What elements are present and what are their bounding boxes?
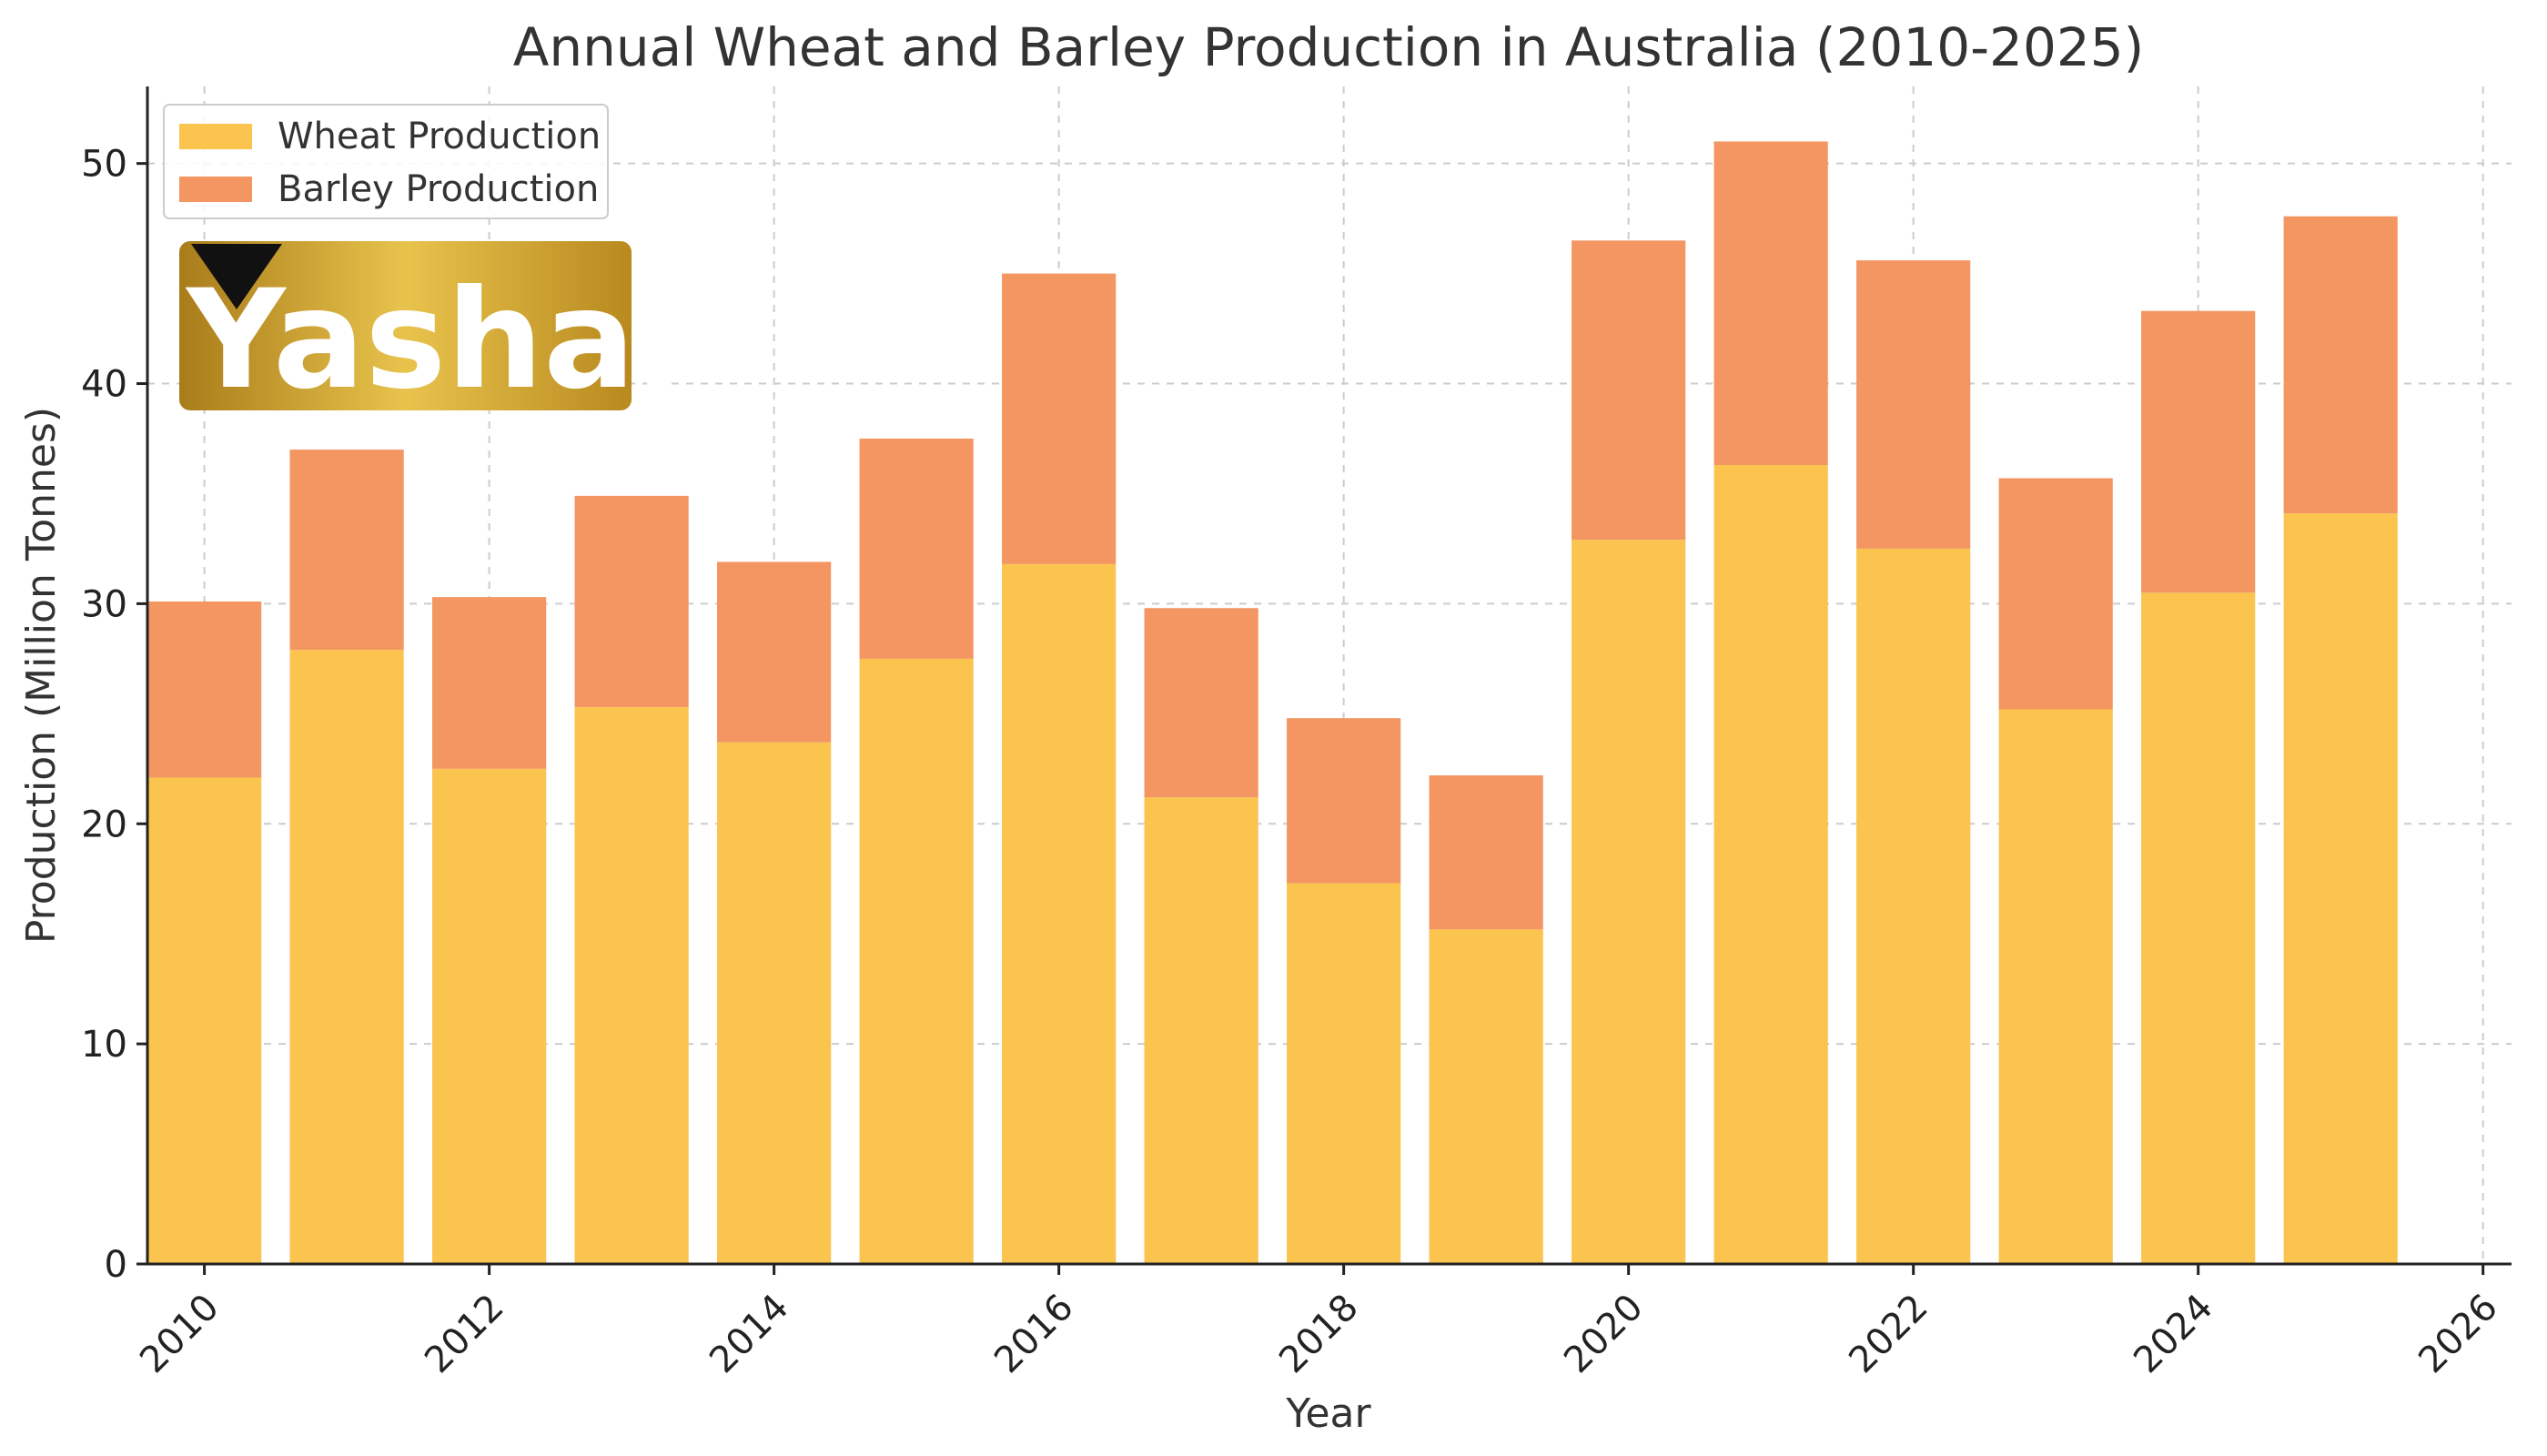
bars — [147, 141, 2398, 1264]
x-tick-label: 2024 — [2126, 1287, 2221, 1382]
bar-barley-2021 — [1713, 141, 1828, 466]
legend-swatch-wheat — [179, 124, 252, 149]
bar-wheat-2022 — [1856, 548, 1971, 1264]
bar-wheat-2011 — [289, 650, 404, 1264]
x-tick-label: 2012 — [417, 1287, 512, 1382]
y-tick-label: 50 — [81, 144, 127, 186]
legend-label-wheat: Wheat Production — [278, 116, 601, 157]
watermark-logo: Yashar — [179, 241, 702, 420]
bar-wheat-2018 — [1287, 883, 1401, 1264]
legend-box — [163, 104, 609, 219]
bar-barley-2011 — [289, 450, 404, 651]
bar-barley-2019 — [1429, 775, 1543, 930]
bar-barley-2016 — [1002, 273, 1117, 564]
y-ticks: 0 10 20 30 40 50 — [81, 144, 147, 1286]
chart-title: Annual Wheat and Barley Production in Au… — [513, 16, 2145, 78]
bar-barley-2013 — [574, 495, 689, 708]
x-tick-label: 2016 — [986, 1287, 1082, 1382]
bar-wheat-2025 — [2283, 513, 2398, 1264]
bar-wheat-2012 — [432, 768, 547, 1264]
bar-wheat-2017 — [1144, 797, 1258, 1264]
bar-barley-2022 — [1856, 260, 1971, 549]
bar-barley-2017 — [1144, 608, 1258, 798]
bar-wheat-2019 — [1429, 929, 1543, 1264]
x-tick-label: 2014 — [702, 1287, 797, 1382]
bar-wheat-2010 — [147, 777, 262, 1264]
bar-wheat-2020 — [1572, 540, 1686, 1264]
bar-barley-2024 — [2141, 310, 2256, 593]
bar-wheat-2023 — [1998, 709, 2113, 1264]
bar-wheat-2024 — [2141, 592, 2256, 1264]
bar-wheat-2016 — [1002, 563, 1117, 1264]
legend-swatch-barley — [179, 177, 252, 202]
axes — [146, 86, 2512, 1266]
bar-wheat-2013 — [574, 707, 689, 1264]
bar-barley-2023 — [1998, 478, 2113, 710]
logo-plate — [179, 241, 632, 410]
legend: Wheat Production Barley Production — [163, 104, 609, 219]
bar-wheat-2014 — [717, 742, 832, 1264]
logo-text: Yashar — [185, 261, 702, 420]
x-tick-label: 2026 — [2411, 1287, 2506, 1382]
bar-wheat-2021 — [1713, 465, 1828, 1264]
y-tick-label: 10 — [81, 1024, 127, 1066]
x-axis-label: Year — [1285, 1390, 1371, 1437]
bar-barley-2020 — [1572, 240, 1686, 541]
y-tick-label: 30 — [81, 583, 127, 625]
bar-wheat-2015 — [859, 658, 974, 1264]
x-tick-label: 2018 — [1271, 1287, 1367, 1382]
x-tick-label: 2010 — [132, 1287, 227, 1382]
logo-arrow — [191, 244, 282, 309]
bar-barley-2015 — [859, 438, 974, 659]
bar-barley-2010 — [147, 601, 262, 778]
y-axis-label: Production (Million Tonnes) — [18, 407, 65, 944]
legend-label-barley: Barley Production — [278, 168, 599, 210]
bar-barley-2012 — [432, 597, 547, 769]
bar-barley-2018 — [1287, 718, 1401, 884]
x-tick-label: 2022 — [1841, 1287, 1936, 1382]
x-ticks: 2010 2012 2014 2016 2018 2020 2022 2024 2026 — [132, 1264, 2506, 1381]
bar-barley-2014 — [717, 561, 832, 743]
y-tick-label: 0 — [105, 1244, 127, 1286]
x-tick-label: 2020 — [1556, 1287, 1652, 1382]
bar-barley-2025 — [2283, 216, 2398, 514]
y-tick-label: 20 — [81, 804, 127, 845]
y-tick-label: 40 — [81, 364, 127, 406]
